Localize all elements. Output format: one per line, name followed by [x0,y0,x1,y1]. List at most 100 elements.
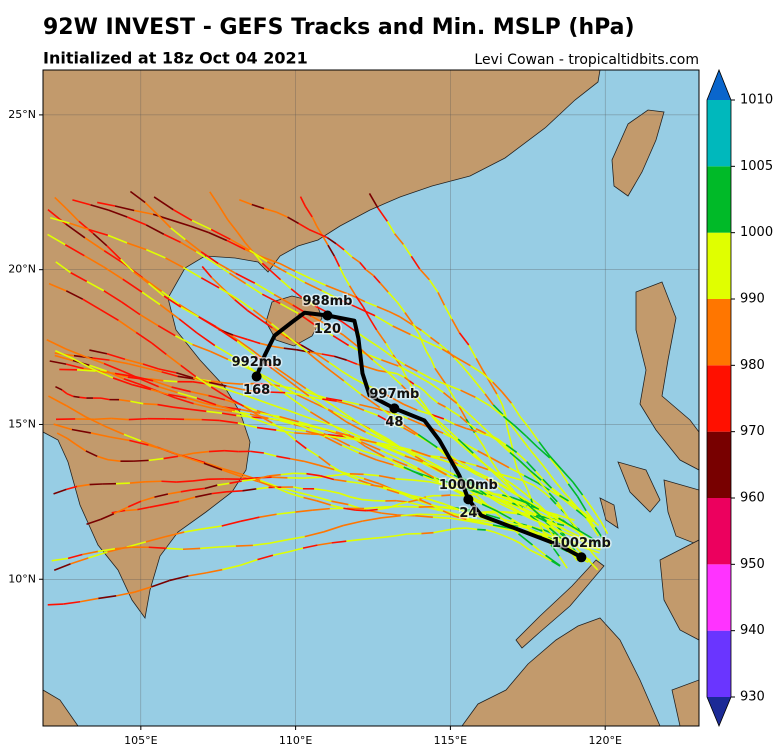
ensemble-segment [412,323,420,335]
ensemble-segment [221,387,238,394]
ensemble-segment [385,342,394,356]
ensemble-segment [466,518,481,524]
ensemble-segment [404,312,414,325]
ensemble-segment [549,489,560,497]
ensemble-segment [335,431,355,438]
ensemble-segment [88,551,108,559]
ensemble-segment [490,491,507,500]
ensemble-segment [409,380,415,385]
ensemble-segment [195,375,212,388]
ensemble-segment [489,405,504,417]
ensemble-segment [410,496,427,505]
ensemble-segment [226,396,245,408]
ensemble-segment [516,467,523,480]
ensemble-segment [522,507,538,516]
ensemble-segment [145,480,162,483]
ensemble-segment [485,529,494,533]
ensemble-segment [568,519,577,528]
ensemble-segment [148,444,168,452]
ensemble-segment [346,359,358,365]
ensemble-segment [313,488,327,492]
ensemble-segment [276,211,288,218]
ensemble-segment [190,390,209,397]
ensemble-segment [376,441,394,447]
ensemble-segment [377,207,388,222]
ensemble-segment [221,469,242,478]
ensemble-segment [55,350,75,361]
ensemble-segment [576,506,586,516]
ensemble-segment [161,371,178,378]
ensemble-segment [175,397,194,405]
ensemble-segment [545,554,561,567]
ensemble-segment [403,376,411,382]
ensemble-segment [191,219,212,231]
ensemble-segment [428,279,439,293]
ensemble-segment [391,355,406,366]
ensemble-segment [377,389,392,398]
ensemble-segment [460,389,476,398]
hour-label: 120 [314,322,341,337]
ensemble-segment [431,465,447,476]
ensemble-segment [334,473,350,477]
ensemble-segment [259,479,280,489]
ensemble-segment [472,452,489,469]
ensemble-segment [107,234,128,244]
ensemble-segment [161,480,177,483]
ensemble-segment [318,455,331,466]
ensemble-segment [365,268,375,277]
ensemble-segment [366,338,380,349]
ensemble-segment [268,473,281,477]
ensemble-segment [200,546,219,550]
ensemble-segment [140,378,159,388]
ensemble-segment [485,478,496,486]
ensemble-segment [508,467,525,477]
ensemble-segment [200,277,220,289]
ensemble-segment [372,359,389,374]
ensemble-segment [497,498,513,504]
ensemble-segment [321,234,329,246]
ensemble-segment [145,248,166,259]
ensemble-segment [137,506,150,511]
ensemble-segment [283,347,297,351]
ensemble-segment [482,446,492,461]
ensemble-segment [332,411,353,421]
ensemble-segment [550,544,560,557]
ensemble-segment [321,289,339,300]
track-dot [576,552,587,563]
colorbar-segment [707,100,731,167]
ensemble-segment [171,386,191,393]
ensemble-segment [502,415,516,427]
ensemble-segment [594,526,603,538]
ensemble-segment [158,368,177,374]
ensemble-segment [122,278,143,293]
ensemble-segment [217,262,237,275]
ensemble-segment [236,231,246,244]
ensemble-segment [352,377,366,386]
ensemble-segment [288,337,308,353]
ensemble-segment [417,467,435,479]
ensemble-segment [103,266,124,280]
ensemble-segment [376,329,387,344]
ensemble-segment [584,541,598,548]
ensemble-segment [428,498,446,505]
ensemble-segment [159,303,180,320]
ensemble-segment [228,272,247,285]
ensemble-segment [48,395,67,407]
ensemble-segment [453,356,463,367]
ensemble-segment [420,329,431,338]
ensemble-segment [546,521,564,530]
ensemble-segment [65,208,80,222]
ensemble-segment [54,354,74,362]
ensemble-segment [308,395,329,411]
ensemble-segment [349,473,365,480]
ensemble-segment [448,511,457,516]
ensemble-segment [82,550,99,556]
ensemble-segment [298,393,310,398]
ensemble-segment [120,258,135,273]
ensemble-segment [481,503,497,512]
colorbar-extend-low [707,697,731,726]
ensemble-segment [242,388,257,393]
ensemble-segment [528,427,540,443]
ensemble-segment [288,492,304,499]
ensemble-segment [521,507,531,516]
